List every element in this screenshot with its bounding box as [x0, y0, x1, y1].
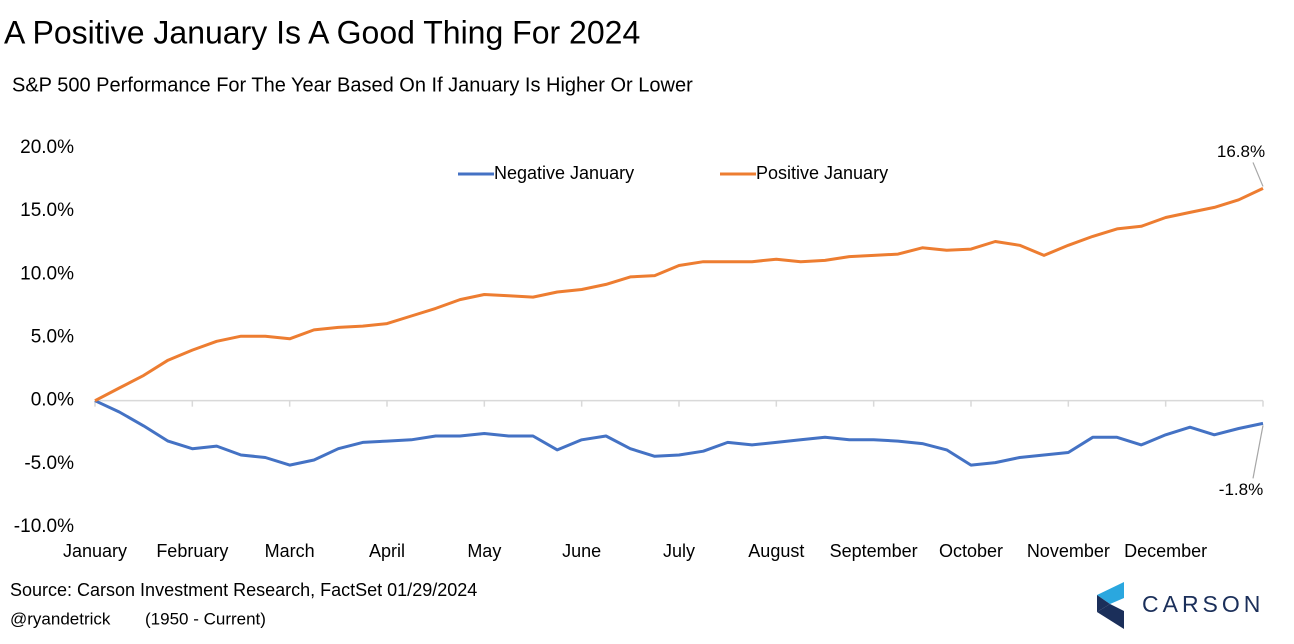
- label-leader: [1252, 162, 1264, 187]
- source: Source: Carson Investment Research, Fact…: [10, 580, 477, 600]
- x-tick-label: May: [467, 541, 501, 561]
- y-tick-label: 0.0%: [31, 390, 74, 411]
- y-tick-label: -10.0%: [14, 516, 74, 537]
- legend-label: Positive January: [756, 163, 888, 183]
- x-tick-label: August: [748, 541, 804, 561]
- series-line: [94, 187, 1264, 403]
- y-tick-label: -5.0%: [24, 453, 74, 474]
- x-tick-label: February: [156, 541, 228, 561]
- y-tick-label: 10.0%: [20, 263, 74, 284]
- chart-subtitle: S&P 500 Performance For The Year Based O…: [12, 74, 693, 96]
- logo-mark: [1097, 595, 1110, 612]
- data-label: 16.8%: [1217, 142, 1265, 161]
- x-tick-label: June: [562, 541, 601, 561]
- period: (1950 - Current): [145, 609, 266, 628]
- label-leader: [1252, 425, 1264, 479]
- x-tick-label: March: [265, 541, 315, 561]
- author: @ryandetrick: [10, 609, 111, 628]
- y-tick-label: 15.0%: [20, 200, 74, 221]
- logo-text: CARSON: [1142, 591, 1264, 617]
- chart-title: A Positive January Is A Good Thing For 2…: [4, 14, 640, 50]
- x-tick-label: December: [1124, 541, 1207, 561]
- logo: CARSON: [1097, 582, 1264, 629]
- x-tick-label: September: [830, 541, 918, 561]
- x-tick-label: January: [63, 541, 127, 561]
- x-tick-label: April: [369, 541, 405, 561]
- logo-mark: [1097, 582, 1124, 604]
- x-tick-label: July: [663, 541, 695, 561]
- data-label: -1.8%: [1219, 480, 1263, 499]
- y-tick-label: 20.0%: [20, 137, 74, 158]
- logo-mark: [1097, 604, 1124, 629]
- legend-label: Negative January: [494, 163, 634, 183]
- series-line: [94, 399, 1264, 467]
- x-tick-label: October: [939, 541, 1003, 561]
- y-tick-label: 5.0%: [31, 327, 74, 348]
- x-tick-label: November: [1027, 541, 1110, 561]
